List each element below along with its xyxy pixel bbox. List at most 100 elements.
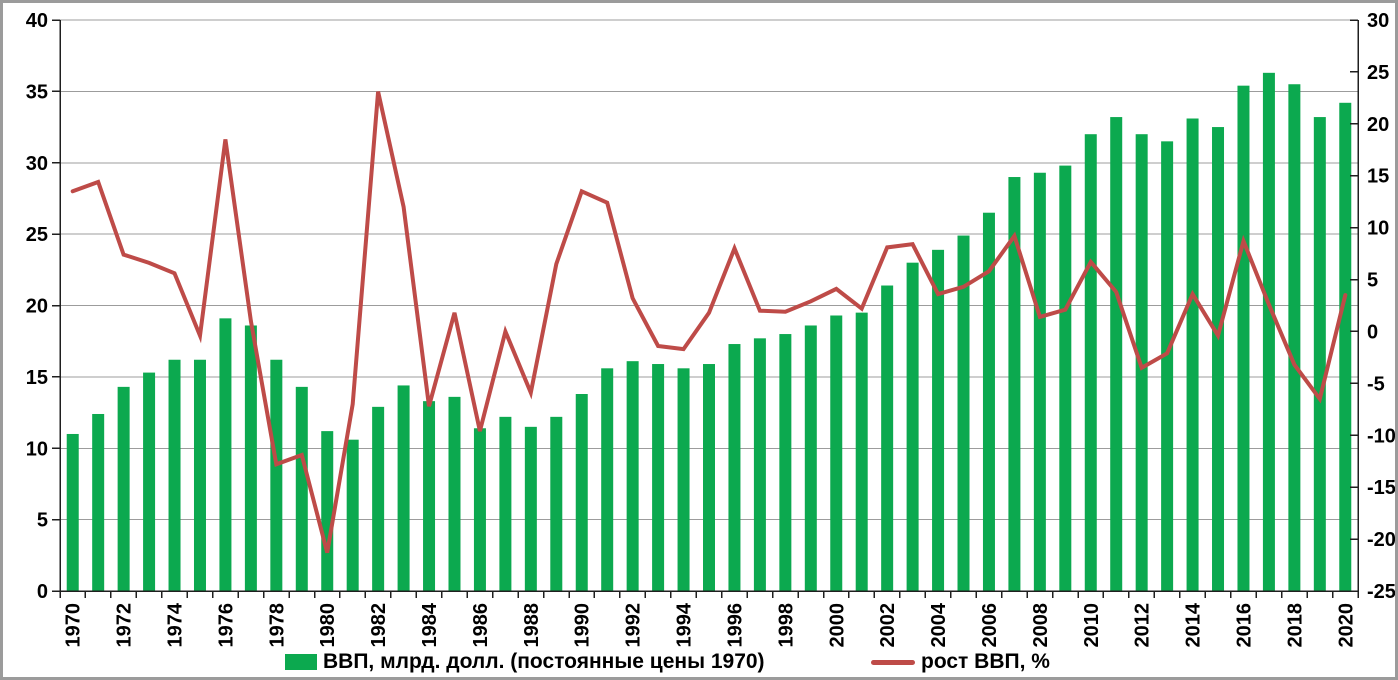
left-axis-label: 35 [26,81,48,103]
bar-1993 [652,364,665,591]
bar-1985 [448,396,461,591]
x-axis-label: 1988 [521,603,543,648]
x-axis-label: 1980 [317,603,339,648]
x-axis-label: 1978 [266,603,288,648]
bar-2014 [1186,118,1199,591]
x-axis-label: 2008 [1030,603,1052,648]
x-axis-label: 2006 [979,603,1001,648]
bar-2006 [982,212,995,591]
x-axis-label: 2014 [1183,602,1205,647]
left-axis-label: 5 [37,510,48,532]
x-axis-label: 1970 [63,603,85,648]
x-axis-label: 2016 [1233,603,1255,648]
bar-2020 [1339,102,1352,592]
chart-canvas: 0 5 10 15 20 25 30 35 40 -25 -20 -15 -10 -5 0 5 10 15 20 25… [26,10,1396,648]
right-axis-label: 20 [1367,114,1389,136]
bar-1984 [423,401,436,591]
bar-2005 [957,235,970,592]
bar-1972 [117,386,130,591]
left-axis-label: 30 [26,153,48,175]
left-axis-label: 10 [26,438,48,460]
x-axis-label: 1984 [419,602,441,647]
left-axis-label: 0 [37,581,48,603]
left-axis-label: 20 [26,296,48,318]
bar-2004 [932,249,945,591]
right-axis-label: -5 [1367,373,1385,395]
bar-1989 [550,416,563,591]
x-axis-label: 1998 [775,603,797,648]
right-axis-label: 5 [1367,270,1378,292]
right-axis-label: -20 [1367,529,1396,551]
x-axis-label: 2012 [1132,603,1154,648]
x-axis-label: 1996 [724,603,746,648]
bar-1983 [397,385,410,591]
x-axis-label: 1976 [215,603,237,648]
bar-2019 [1313,117,1326,591]
bar-2013 [1161,141,1174,591]
bar-2010 [1084,134,1097,591]
x-axis-label: 1986 [470,603,492,648]
bar-2017 [1262,72,1275,591]
bar-1998 [779,334,792,591]
growth-line [70,91,1348,554]
bar-1990 [575,394,588,591]
x-axis-label: 2002 [877,603,899,648]
bar-1974 [168,359,181,591]
x-axis-label: 2000 [826,603,848,648]
x-axis-label: 1974 [165,602,187,647]
bar-2018 [1288,84,1301,592]
bar-1976 [219,318,232,591]
bar-1994 [677,368,690,591]
bar-1979 [295,386,308,591]
bar-1977 [244,325,257,591]
bar-2002 [881,285,894,591]
bar-1980 [321,431,334,591]
bar-2008 [1033,172,1046,591]
bar-2003 [906,262,919,591]
bar-1987 [499,416,512,591]
bar-1996 [728,344,741,591]
right-axis-label: -25 [1367,581,1396,603]
bar-1973 [143,372,156,591]
bar-2011 [1110,117,1123,591]
x-axis-label: 1994 [674,602,696,647]
x-axis-label: 1982 [368,603,390,648]
bar-2016 [1237,85,1250,591]
bar-1999 [804,325,817,591]
x-axis-label: 1992 [623,603,645,648]
bar-1997 [753,338,766,591]
x-axis-label: 2020 [1335,603,1357,648]
x-axis-label: 2010 [1081,603,1103,648]
bar-1988 [524,426,537,591]
bar-1975 [193,359,206,591]
x-axis-label: 2004 [928,602,950,647]
right-axis-label: 0 [1367,321,1378,343]
right-axis-label: 10 [1367,218,1389,240]
bar-1991 [601,368,614,591]
bar-1992 [626,361,639,591]
left-axis-label: 15 [26,367,48,389]
bar-1986 [473,428,486,591]
bar-1970 [66,433,79,591]
bar-1978 [270,359,283,591]
bar-1982 [372,406,385,591]
right-axis-label: -10 [1367,425,1396,447]
right-axis-label: 30 [1367,10,1389,32]
left-axis-label: 25 [26,224,48,246]
bar-1981 [346,439,359,591]
x-axis-label: 1972 [114,603,136,648]
x-axis-label: 2018 [1284,603,1306,648]
bar-2001 [855,312,868,591]
bar-2007 [1008,177,1021,591]
bar-1995 [703,364,715,591]
bar-2015 [1212,127,1225,591]
bar-2009 [1059,165,1072,592]
bar-2000 [830,315,843,591]
right-axis-label: 15 [1367,166,1389,188]
bar-1971 [92,413,105,591]
right-axis-label: -15 [1367,477,1396,499]
x-axis-label: 1990 [572,603,594,648]
left-axis-label: 40 [26,10,48,32]
right-axis-label: 25 [1367,62,1389,84]
